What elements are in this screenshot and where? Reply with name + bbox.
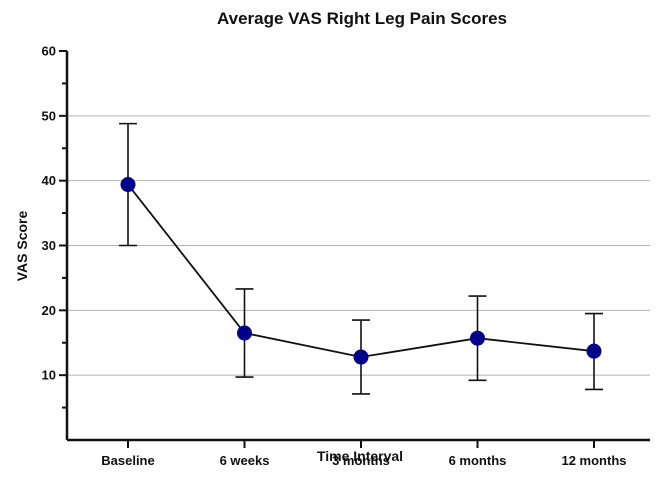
y-tick-label-50: 50 (42, 108, 56, 123)
data-point-2 (353, 349, 369, 365)
y-tick-label-30: 30 (42, 238, 56, 253)
y-tick-label-10: 10 (42, 368, 56, 383)
chart-title: Average VAS Right Leg Pain Scores (217, 9, 507, 28)
x-tick-label-0: Baseline (101, 453, 154, 468)
y-tick-label-60: 60 (42, 44, 56, 59)
data-point-3 (470, 330, 485, 346)
x-tick-label-2: 3 months (332, 453, 390, 468)
x-tick-label-1: 6 weeks (220, 453, 270, 468)
data-point-4 (586, 343, 602, 359)
x-axis-ticks: Baseline 6 weeks 3 months 6 months 12 months (101, 440, 627, 468)
data-point-0 (120, 177, 136, 193)
y-tick-label-20: 20 (42, 303, 56, 318)
y-axis-label: VAS Score (14, 211, 30, 282)
y-tick-label-40: 40 (42, 173, 56, 188)
data-points (120, 177, 602, 365)
x-axis-label: Time Interval (317, 448, 403, 464)
data-point-1 (237, 325, 252, 341)
x-tick-label-4: 12 months (561, 453, 626, 468)
gridlines (67, 115, 650, 376)
y-axis-ticks: 10 20 30 40 50 60 (42, 44, 67, 409)
x-tick-label-3: 6 months (449, 453, 507, 468)
